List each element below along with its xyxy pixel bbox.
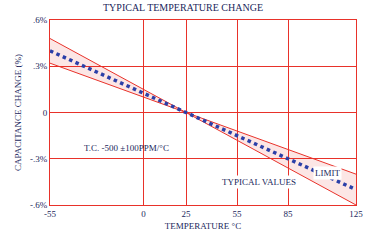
svg-text:.3%: .3%	[33, 61, 48, 71]
svg-text:-55: -55	[44, 209, 56, 219]
svg-text:TYPICAL TEMPERATURE CHANGE: TYPICAL TEMPERATURE CHANGE	[103, 2, 263, 13]
svg-text:85: 85	[284, 209, 294, 219]
svg-text:125: 125	[349, 209, 363, 219]
svg-text:T.C. -500 ±100PPM/°C: T.C. -500 ±100PPM/°C	[84, 143, 169, 153]
svg-text:-.3%: -.3%	[30, 154, 48, 164]
svg-text:CAPACITANCE CHANGE (%): CAPACITANCE CHANGE (%)	[13, 54, 23, 171]
svg-text:LIMIT: LIMIT	[315, 168, 340, 178]
svg-text:25: 25	[182, 209, 192, 219]
svg-text:.6%: .6%	[33, 15, 48, 25]
svg-text:55: 55	[233, 209, 243, 219]
svg-text:-.6%: -.6%	[30, 200, 48, 210]
svg-text:0: 0	[141, 209, 146, 219]
svg-text:TEMPERATURE °C: TEMPERATURE °C	[165, 221, 241, 231]
svg-text:TYPICAL VALUES: TYPICAL VALUES	[222, 177, 296, 187]
svg-text:0: 0	[43, 108, 48, 118]
